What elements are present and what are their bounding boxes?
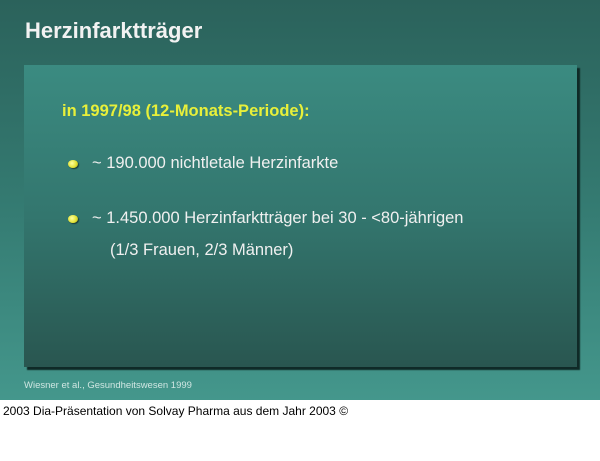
bullet-icon: [68, 160, 78, 168]
slide: Herzinfarktträger in 1997/98 (12-Monats-…: [0, 0, 600, 400]
content-box: in 1997/98 (12-Monats-Periode): ~ 190.00…: [24, 65, 577, 367]
citation: Wiesner et al., Gesundheitswesen 1999: [24, 380, 192, 391]
bullet-icon: [68, 215, 78, 223]
slide-subtitle: in 1997/98 (12-Monats-Periode):: [62, 102, 310, 120]
slide-title: Herzinfarktträger: [25, 18, 203, 43]
bullet-continuation: (1/3 Frauen, 2/3 Männer): [110, 241, 294, 259]
bullet-text: ~ 190.000 nichtletale Herzinfarkte: [92, 154, 339, 172]
caption: 2003 Dia-Präsentation von Solvay Pharma …: [3, 404, 349, 418]
bullet-text: ~ 1.450.000 Herzinfarktträger bei 30 - <…: [92, 209, 464, 227]
